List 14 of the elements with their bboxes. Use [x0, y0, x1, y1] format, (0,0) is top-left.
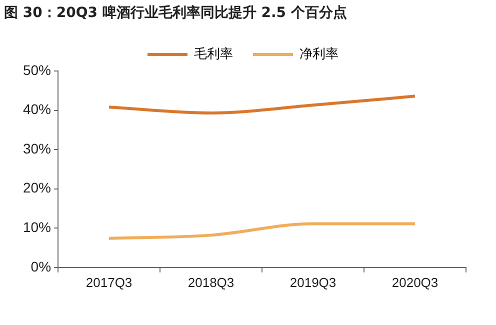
line-series: [108, 94, 417, 115]
legend-label: 净利率: [300, 46, 338, 62]
chart-title: 图 30：20Q3 啤酒行业毛利率同比提升 2.5 个百分点: [4, 4, 347, 22]
y-tick-label: 30%: [22, 140, 52, 156]
y-tick-label: 20%: [22, 180, 52, 196]
x-tick-label: 2019Q3: [290, 274, 336, 290]
y-tick-label: 0%: [30, 258, 52, 274]
y-tick-label: 50%: [22, 62, 52, 78]
x-tick-label: 2020Q3: [392, 274, 438, 290]
y-tick-label: 10%: [22, 218, 52, 235]
legend-label: 毛利率: [194, 46, 233, 62]
x-tick-label: 2018Q3: [188, 274, 234, 290]
x-tick-label: 2017Q3: [86, 274, 132, 290]
y-tick-label: 40%: [22, 101, 52, 118]
